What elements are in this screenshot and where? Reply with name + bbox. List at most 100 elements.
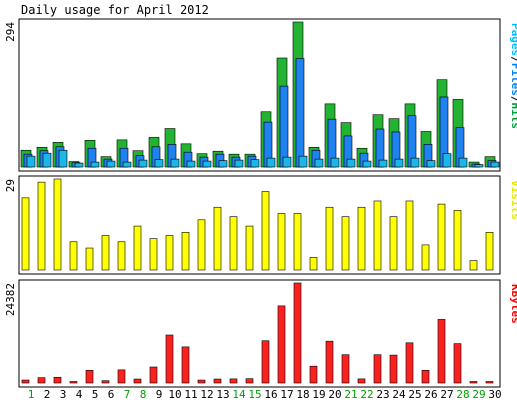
chart-title: Daily usage for April 2012	[21, 3, 209, 17]
kbytes-bar	[453, 343, 462, 384]
kbytes-ymax-label: 24382	[4, 283, 17, 316]
x-tick-label: 27	[440, 388, 453, 401]
visits-bar	[149, 238, 158, 271]
visits-bar	[229, 216, 238, 271]
kbytes-bar	[165, 334, 174, 384]
x-tick-label: 14	[232, 388, 246, 401]
pages-bar	[426, 160, 436, 168]
kbytes-bar	[357, 378, 366, 384]
kbytes-bar	[341, 354, 350, 384]
visits-bar	[437, 203, 446, 271]
visits-bar	[117, 241, 126, 271]
files-bar	[295, 58, 305, 168]
x-tick-label: 4	[76, 388, 83, 401]
visits-bar	[421, 244, 430, 271]
kbytes-bar	[277, 305, 286, 384]
visits-bar	[373, 200, 382, 271]
visits-bar	[53, 178, 62, 271]
visits-bar	[277, 213, 286, 271]
legend-entry: Files	[509, 63, 517, 96]
pages-bar	[234, 159, 244, 168]
hits-legend: Pages/Files/Hits	[509, 23, 517, 129]
x-tick-label: 23	[376, 388, 389, 401]
x-tick-label: 30	[488, 388, 501, 401]
pages-bar	[90, 161, 100, 168]
kbytes-bar	[309, 365, 318, 384]
x-tick-label: 11	[184, 388, 197, 401]
visits-bar	[133, 225, 142, 271]
visits-bar	[261, 191, 270, 271]
kbytes-bar	[133, 378, 142, 384]
x-tick-label: 10	[168, 388, 181, 401]
kbytes-bar	[485, 381, 494, 384]
kbytes-bar	[293, 282, 302, 384]
kbytes-bar	[101, 380, 110, 384]
x-tick-label: 21	[344, 388, 357, 401]
kbytes-bar	[389, 354, 398, 384]
kbytes-bar	[437, 319, 446, 384]
x-tick-label: 28	[456, 388, 469, 401]
visits-bar	[181, 232, 190, 271]
pages-bar	[250, 159, 260, 168]
hits-frame	[18, 18, 501, 172]
pages-bar	[330, 157, 340, 168]
kbytes-bar	[373, 354, 382, 384]
pages-bar	[362, 160, 372, 168]
pages-bar	[186, 160, 196, 168]
pages-bar	[138, 159, 148, 168]
pages-bar	[490, 161, 500, 168]
pages-bar	[394, 158, 404, 168]
panel-visits: 29 Visits	[4, 175, 517, 275]
x-tick-label: 1	[28, 388, 35, 401]
x-tick-label: 6	[108, 388, 115, 401]
visits-bar	[309, 257, 318, 271]
x-tick-label: 20	[328, 388, 341, 401]
kbytes-bar	[469, 381, 478, 384]
visits-bar	[213, 206, 222, 271]
kbytes-bar	[405, 342, 414, 384]
pages-bar	[154, 159, 164, 168]
visits-bar	[341, 216, 350, 271]
visits-bar	[21, 197, 30, 271]
pages-bar	[58, 149, 68, 168]
kbytes-bar	[21, 379, 30, 384]
legend-separator: /	[509, 56, 517, 63]
x-tick-label: 8	[140, 388, 147, 401]
kbytes-bar	[53, 376, 62, 384]
visits-bar	[85, 247, 94, 271]
x-tick-label: 26	[424, 388, 437, 401]
kbytes-bar	[245, 378, 254, 384]
visits-bar	[245, 225, 254, 271]
kbytes-bar	[149, 366, 158, 384]
panel-kbytes: 24382 KBytes	[4, 279, 517, 388]
kbytes-bar	[181, 346, 190, 384]
x-tick-label: 22	[360, 388, 373, 401]
visits-bar	[405, 200, 414, 271]
visits-ymax-label: 29	[4, 179, 17, 192]
x-tick-label: 17	[280, 388, 293, 401]
x-tick-label: 3	[60, 388, 67, 401]
kbytes-bar	[325, 340, 334, 384]
legend-entry: Visits	[509, 180, 517, 220]
x-tick-label: 12	[200, 388, 213, 401]
pages-bar	[282, 156, 292, 168]
x-tick-label: 18	[296, 388, 309, 401]
x-tick-label: 15	[248, 388, 261, 401]
kbytes-frame	[18, 279, 501, 388]
visits-bar	[197, 219, 206, 271]
visits-bar	[101, 235, 110, 271]
pages-bar	[170, 158, 180, 168]
legend-entry: Hits	[509, 103, 517, 130]
x-tick-label: 7	[124, 388, 131, 401]
pages-bar	[106, 160, 116, 168]
pages-bar	[442, 153, 452, 168]
visits-bar	[293, 213, 302, 271]
pages-bar	[202, 160, 212, 168]
legend-separator: /	[509, 96, 517, 103]
kbytes-bar	[229, 378, 238, 384]
x-tick-label: 25	[408, 388, 421, 401]
kbytes-bar	[421, 369, 430, 384]
